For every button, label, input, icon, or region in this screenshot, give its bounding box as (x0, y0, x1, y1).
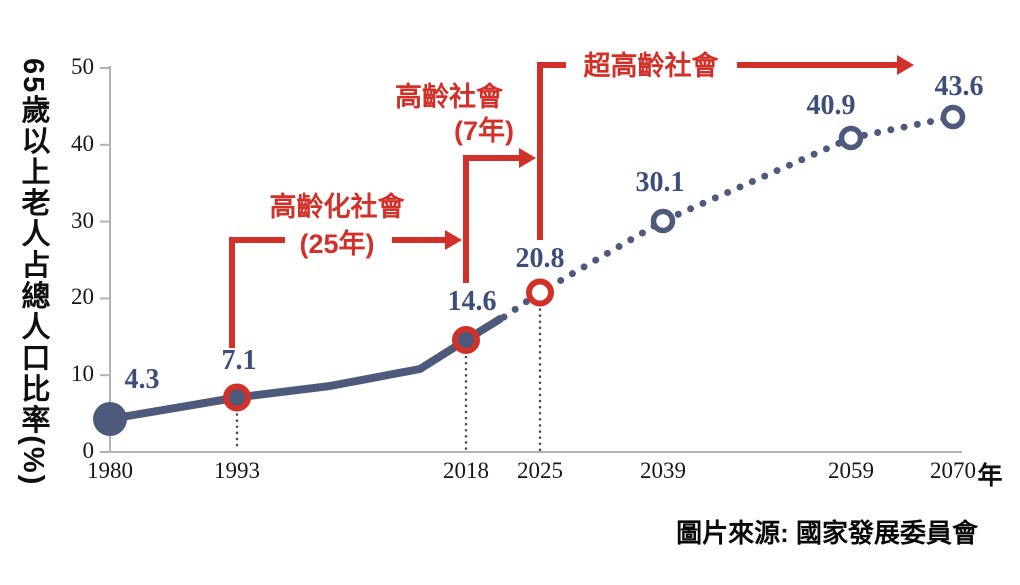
annotation-stage-label: 高齡社會 (395, 82, 503, 112)
y-axis-title: 65歲以上老人占總人口比率(%) (17, 58, 49, 487)
y-tick-label: 0 (82, 438, 95, 463)
data-point-value-label: 20.8 (515, 242, 565, 274)
data-point-value-label: 43.6 (934, 71, 984, 102)
annotation-stage-label: 超高齡社會 (583, 51, 719, 81)
y-tick-label: 10 (71, 361, 94, 387)
data-point-marker (93, 402, 127, 436)
x-tick-label: 2018 (443, 458, 489, 483)
source-note: 圖片來源: 國家發展委員會 (676, 518, 978, 548)
data-point-value-label: 7.1 (221, 344, 257, 376)
x-tick-label: 2025 (517, 458, 563, 483)
annotation-bracket (463, 155, 519, 283)
y-tick-label: 40 (71, 130, 94, 156)
data-point-marker (452, 326, 480, 354)
y-tick-label: 50 (71, 54, 94, 79)
x-tick-label: 1993 (214, 458, 260, 483)
annotation-duration-label: (7年) (454, 116, 514, 146)
trend-line-projection-dotted (500, 113, 957, 321)
data-point-value-label: 30.1 (635, 167, 685, 198)
data-point-value-label: 40.9 (806, 90, 856, 121)
data-point-marker (526, 278, 554, 307)
data-point-marker (838, 125, 864, 151)
y-tick-label: 30 (71, 207, 94, 233)
x-tick-label: 2039 (640, 458, 686, 483)
x-tick-label: 2070 (930, 458, 976, 483)
annotation-bracket (537, 62, 566, 240)
annotation-arrowhead (445, 230, 462, 250)
data-point-value-label: 14.6 (447, 286, 497, 317)
annotation-arrowhead (519, 148, 536, 168)
x-tick-label: 1980 (87, 458, 133, 483)
data-point-marker (650, 208, 676, 234)
x-tick-label: 2059 (828, 458, 874, 483)
annotation-bracket (229, 237, 285, 348)
data-point-marker (223, 383, 251, 412)
x-axis-unit-label: 年 (977, 462, 1003, 490)
data-point-value-label: 4.3 (124, 364, 160, 395)
annotation-stage-label: 高齡化社會 (269, 192, 405, 222)
annotation-arrowhead (897, 55, 914, 75)
y-tick-label: 20 (71, 284, 94, 310)
annotation-duration-label: (25年) (299, 229, 375, 259)
data-point-marker (940, 104, 966, 130)
